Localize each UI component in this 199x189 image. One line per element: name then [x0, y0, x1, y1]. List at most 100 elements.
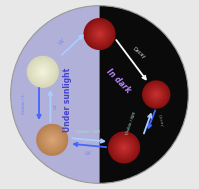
Circle shape: [118, 141, 131, 154]
Circle shape: [31, 60, 54, 83]
Circle shape: [153, 91, 160, 98]
Circle shape: [86, 21, 113, 47]
Circle shape: [112, 135, 136, 160]
Circle shape: [97, 31, 102, 37]
Circle shape: [39, 126, 66, 153]
Circle shape: [109, 133, 139, 162]
Circle shape: [42, 70, 44, 73]
Circle shape: [123, 146, 125, 149]
Circle shape: [41, 129, 63, 151]
Circle shape: [43, 130, 62, 149]
Text: Under sunlight: Under sunlight: [63, 68, 72, 132]
Circle shape: [92, 26, 107, 42]
Circle shape: [99, 33, 100, 35]
Circle shape: [83, 18, 116, 50]
Circle shape: [85, 20, 114, 48]
Circle shape: [123, 147, 125, 148]
Circle shape: [108, 131, 140, 163]
Circle shape: [144, 83, 168, 106]
Circle shape: [117, 140, 131, 154]
Circle shape: [151, 89, 161, 100]
Text: Visible / NIR: Visible / NIR: [76, 130, 100, 134]
Circle shape: [38, 67, 47, 76]
Text: UV: UV: [58, 37, 66, 46]
Circle shape: [34, 64, 51, 80]
Circle shape: [39, 127, 65, 153]
Circle shape: [91, 25, 108, 43]
Circle shape: [111, 134, 138, 161]
Circle shape: [146, 85, 166, 104]
Circle shape: [98, 32, 101, 36]
Text: UV: UV: [54, 103, 58, 109]
Circle shape: [27, 56, 58, 87]
Circle shape: [29, 58, 56, 85]
Circle shape: [92, 27, 107, 41]
Circle shape: [31, 60, 55, 84]
Circle shape: [154, 93, 158, 96]
Circle shape: [153, 92, 159, 97]
Circle shape: [36, 65, 50, 79]
Wedge shape: [11, 6, 100, 183]
Circle shape: [143, 81, 170, 108]
Circle shape: [156, 94, 157, 95]
Text: Decay: Decay: [156, 114, 164, 128]
Circle shape: [88, 22, 111, 46]
Circle shape: [85, 19, 114, 49]
Circle shape: [50, 138, 54, 142]
Circle shape: [148, 86, 165, 103]
Circle shape: [38, 67, 48, 77]
Text: UV: UV: [85, 151, 92, 156]
Circle shape: [89, 23, 110, 45]
Wedge shape: [100, 6, 188, 183]
Circle shape: [40, 69, 45, 74]
Circle shape: [113, 136, 135, 158]
Circle shape: [28, 57, 58, 87]
Circle shape: [87, 22, 112, 46]
Circle shape: [109, 132, 139, 163]
Circle shape: [94, 28, 105, 40]
Circle shape: [150, 88, 162, 101]
Circle shape: [34, 63, 52, 81]
Circle shape: [32, 62, 53, 82]
Circle shape: [33, 62, 53, 81]
Circle shape: [87, 21, 112, 47]
Circle shape: [41, 128, 64, 151]
Circle shape: [35, 64, 51, 80]
Circle shape: [42, 130, 62, 150]
Text: In dark: In dark: [104, 67, 132, 95]
Circle shape: [155, 93, 157, 96]
Circle shape: [152, 91, 160, 98]
Circle shape: [150, 89, 162, 100]
Circle shape: [90, 24, 109, 44]
Circle shape: [36, 124, 68, 156]
Circle shape: [84, 19, 115, 50]
Circle shape: [112, 136, 136, 159]
Text: Visible / λ: Visible / λ: [22, 94, 26, 114]
Circle shape: [30, 59, 56, 85]
Circle shape: [44, 132, 61, 148]
Circle shape: [37, 124, 68, 155]
Circle shape: [29, 58, 57, 86]
Circle shape: [114, 137, 134, 158]
Circle shape: [47, 134, 58, 146]
Circle shape: [142, 80, 170, 109]
Circle shape: [144, 82, 169, 107]
Circle shape: [118, 142, 130, 153]
Circle shape: [149, 88, 163, 101]
Circle shape: [51, 139, 54, 141]
Circle shape: [38, 126, 66, 154]
Circle shape: [145, 84, 167, 105]
Circle shape: [114, 138, 134, 157]
Circle shape: [40, 128, 64, 152]
Circle shape: [32, 61, 54, 83]
Circle shape: [122, 145, 127, 150]
Circle shape: [121, 144, 127, 151]
Circle shape: [50, 137, 55, 143]
Circle shape: [52, 139, 53, 140]
Circle shape: [40, 69, 46, 75]
Text: Decay: Decay: [132, 46, 147, 60]
Circle shape: [98, 33, 101, 35]
Circle shape: [36, 65, 49, 78]
Circle shape: [45, 133, 59, 147]
Circle shape: [49, 137, 56, 143]
